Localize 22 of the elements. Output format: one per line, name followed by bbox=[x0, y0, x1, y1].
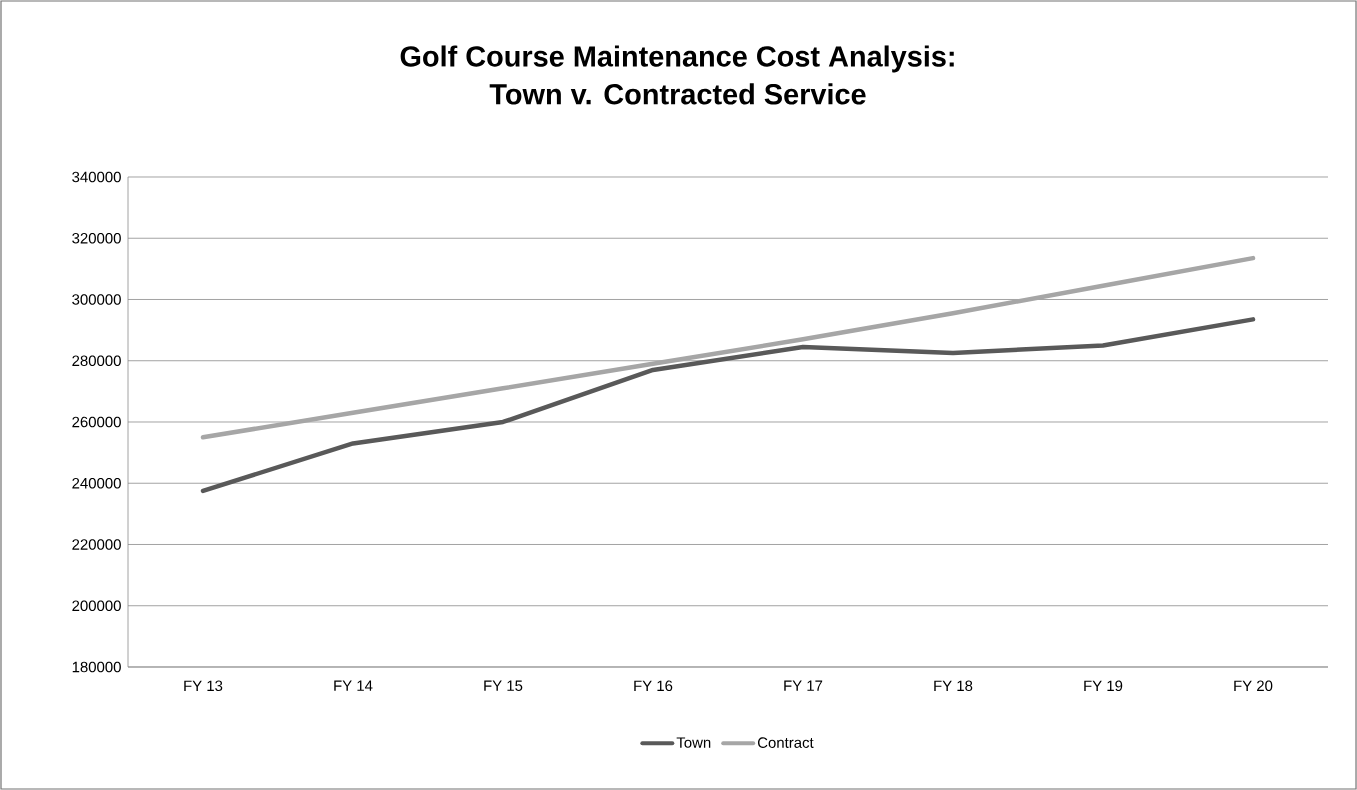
y-tick-label: 340000 bbox=[72, 171, 121, 183]
y-tick-label: 200000 bbox=[72, 600, 121, 612]
y-tick-label: 260000 bbox=[72, 416, 121, 428]
y-tick-label: 320000 bbox=[72, 232, 121, 244]
x-tick-label: FY 18 bbox=[934, 680, 973, 692]
line-series bbox=[200, 255, 1256, 440]
x-tick-label: FY 13 bbox=[184, 680, 223, 692]
legend-label: Town bbox=[676, 737, 711, 748]
x-tick-label: FY 19 bbox=[1084, 680, 1123, 692]
y-tick-label: 240000 bbox=[72, 477, 121, 489]
x-tick-label: FY 16 bbox=[634, 680, 673, 692]
chart-title: Golf Course Maintenance Cost Analysis: Town v. Contracted Service bbox=[400, 45, 954, 105]
x-tick-label: FY 14 bbox=[334, 680, 373, 691]
legend-label: Contract bbox=[757, 737, 814, 748]
x-tick-label: FY 15 bbox=[484, 680, 523, 691]
y-tick-label: 220000 bbox=[72, 539, 121, 550]
y-tick-label: 300000 bbox=[72, 294, 121, 305]
x-tick-label: FY 17 bbox=[784, 680, 823, 691]
line-series bbox=[200, 317, 1256, 494]
y-tick-label: 180000 bbox=[72, 661, 121, 673]
x-tick-label: FY 20 bbox=[1234, 680, 1273, 692]
y-tick-label: 280000 bbox=[72, 355, 121, 367]
